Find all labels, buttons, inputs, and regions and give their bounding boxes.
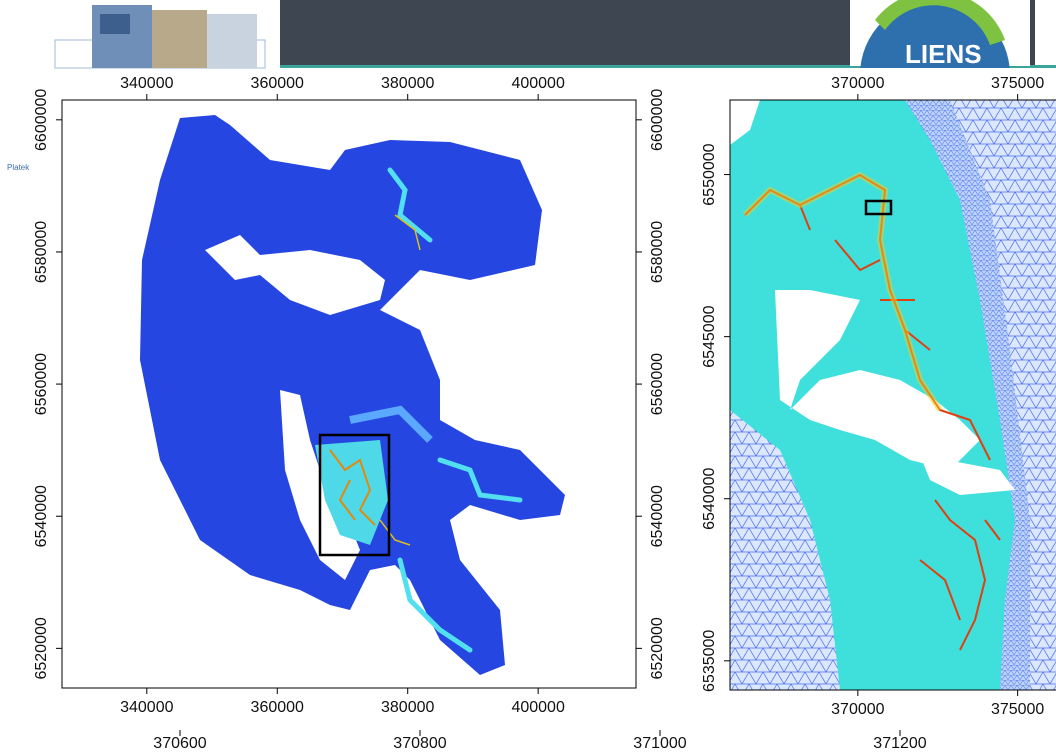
- y-tick-label: 6540000: [33, 485, 50, 547]
- y-tick-label: 6545000: [701, 305, 718, 367]
- x-tick-label: 400000: [511, 75, 564, 92]
- y-tick-label: 6550000: [701, 143, 718, 205]
- y-tick-label: 6600000: [33, 89, 50, 151]
- left-logo: [54, 5, 266, 69]
- x-tick-label: 371000: [633, 735, 686, 752]
- x-tick-label: 370800: [393, 735, 446, 752]
- x-tick-label: 360000: [251, 75, 304, 92]
- x-tick-label: 371200: [873, 735, 926, 752]
- y-tick-label: 6540000: [701, 467, 718, 529]
- x-tick-label: 375000: [991, 75, 1044, 92]
- x-tick-label: 370000: [831, 701, 884, 718]
- right-map-frame: [729, 99, 1056, 691]
- y-tick-label: 6520000: [649, 617, 666, 679]
- y-tick-label: 6520000: [33, 617, 50, 679]
- y-tick-label: 6580000: [33, 221, 50, 283]
- x-tick-label: 400000: [511, 699, 564, 716]
- right-map-image: [730, 100, 1056, 690]
- y-tick-label: 6560000: [649, 353, 666, 415]
- side-note: Platek: [7, 163, 30, 172]
- header: LIENS: [54, 0, 1056, 150]
- y-tick-label: 6560000: [33, 353, 50, 415]
- y-tick-label: 6540000: [649, 485, 666, 547]
- y-tick-label: 6535000: [701, 630, 718, 692]
- x-tick-label: 340000: [120, 699, 173, 716]
- left-map-image: [140, 115, 565, 675]
- x-tick-label: 380000: [381, 699, 434, 716]
- x-tick-label: 380000: [381, 75, 434, 92]
- header-rule: [280, 65, 1056, 68]
- y-tick-label: 6580000: [649, 221, 666, 283]
- x-tick-label: 370600: [153, 735, 206, 752]
- x-tick-label: 360000: [251, 699, 304, 716]
- left-map-frame: [61, 99, 637, 689]
- logo-text: LIENS: [905, 39, 982, 69]
- y-tick-label: 6600000: [649, 89, 666, 151]
- x-tick-label: 375000: [991, 701, 1044, 718]
- x-tick-label: 370000: [831, 75, 884, 92]
- x-tick-label: 340000: [120, 75, 173, 92]
- zoom-box: [864, 199, 893, 216]
- zoom-box: [318, 433, 391, 557]
